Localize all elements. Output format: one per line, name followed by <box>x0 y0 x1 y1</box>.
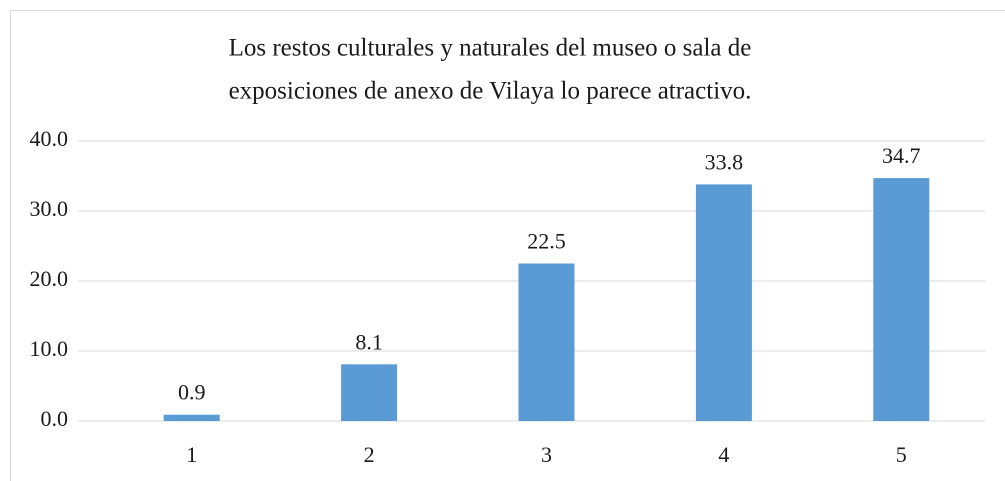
data-label: 33.8 <box>705 149 744 174</box>
chart-title: Los restos culturales y naturales del mu… <box>229 35 752 62</box>
x-tick-label: 4 <box>718 442 729 467</box>
x-tick-label: 2 <box>364 442 375 467</box>
data-label: 0.9 <box>178 380 206 405</box>
data-label: 34.7 <box>882 143 921 168</box>
data-label: 8.1 <box>355 329 383 354</box>
y-tick-label: 0.0 <box>41 406 69 431</box>
bar <box>695 184 752 421</box>
y-tick-label: 30.0 <box>30 196 69 221</box>
x-tick-label: 1 <box>186 442 197 467</box>
bar <box>341 364 398 421</box>
y-tick-label: 20.0 <box>30 266 69 291</box>
y-tick-label: 10.0 <box>30 336 69 361</box>
chart-border <box>10 10 1005 481</box>
x-tick-label: 5 <box>896 442 907 467</box>
x-tick-label: 3 <box>541 442 552 467</box>
bar <box>518 263 575 421</box>
chart-title: exposiciones de anexo de Vilaya lo parec… <box>229 78 752 105</box>
bar <box>873 178 930 421</box>
data-label: 22.5 <box>527 229 566 254</box>
y-tick-label: 40.0 <box>30 126 69 151</box>
bar <box>163 414 220 421</box>
